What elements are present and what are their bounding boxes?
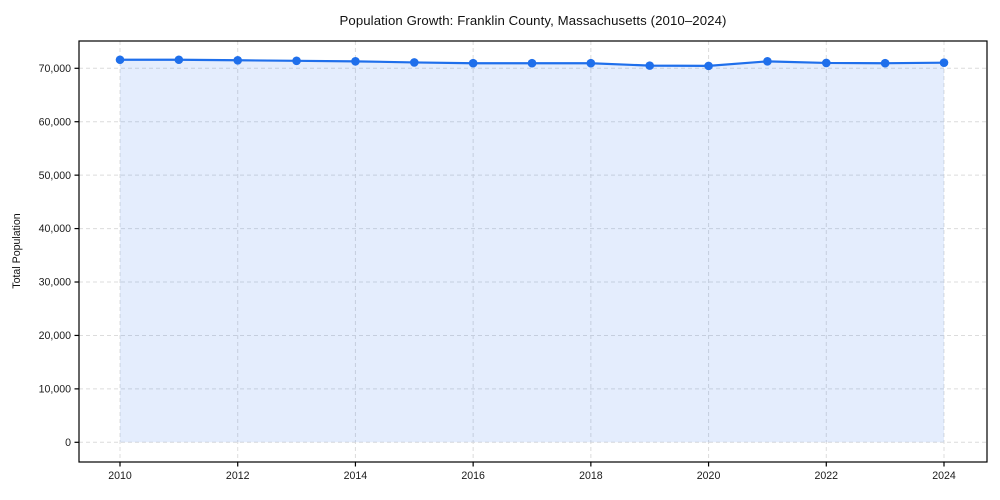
data-point (233, 55, 243, 65)
x-tick-label: 2020 (697, 470, 721, 482)
data-point (292, 56, 301, 66)
y-tick-label: 60,000 (39, 116, 72, 128)
data-point (115, 55, 125, 65)
y-tick-label: 10,000 (39, 383, 72, 395)
y-tick-label: 30,000 (39, 277, 72, 289)
data-point (704, 61, 713, 71)
data-point (527, 58, 537, 68)
x-tick-label: 2024 (932, 470, 956, 482)
y-tick-label: 40,000 (39, 223, 72, 235)
chart-title: Population Growth: Franklin County, Mass… (339, 13, 727, 28)
y-tick-label: 70,000 (39, 63, 72, 75)
y-tick-label: 50,000 (39, 170, 72, 182)
x-tick-label: 2012 (226, 470, 250, 482)
data-point (821, 58, 831, 68)
data-point (880, 58, 890, 68)
x-tick-label: 2018 (579, 470, 603, 482)
x-tick-label: 2010 (108, 470, 132, 482)
data-point (174, 55, 184, 65)
data-point (763, 57, 772, 66)
data-point (468, 58, 478, 68)
y-tick-label: 0 (65, 437, 71, 449)
plot-border (78, 40, 988, 463)
data-point (409, 58, 419, 67)
data-point (645, 61, 655, 70)
x-tick-label: 2022 (814, 470, 838, 482)
x-tick-label: 2016 (461, 470, 485, 482)
data-point (939, 58, 949, 67)
data-point (586, 58, 596, 68)
y-tick-label: 20,000 (39, 330, 72, 342)
data-point (351, 57, 360, 66)
x-tick-label: 2014 (344, 470, 368, 482)
area-fill (120, 59, 944, 443)
